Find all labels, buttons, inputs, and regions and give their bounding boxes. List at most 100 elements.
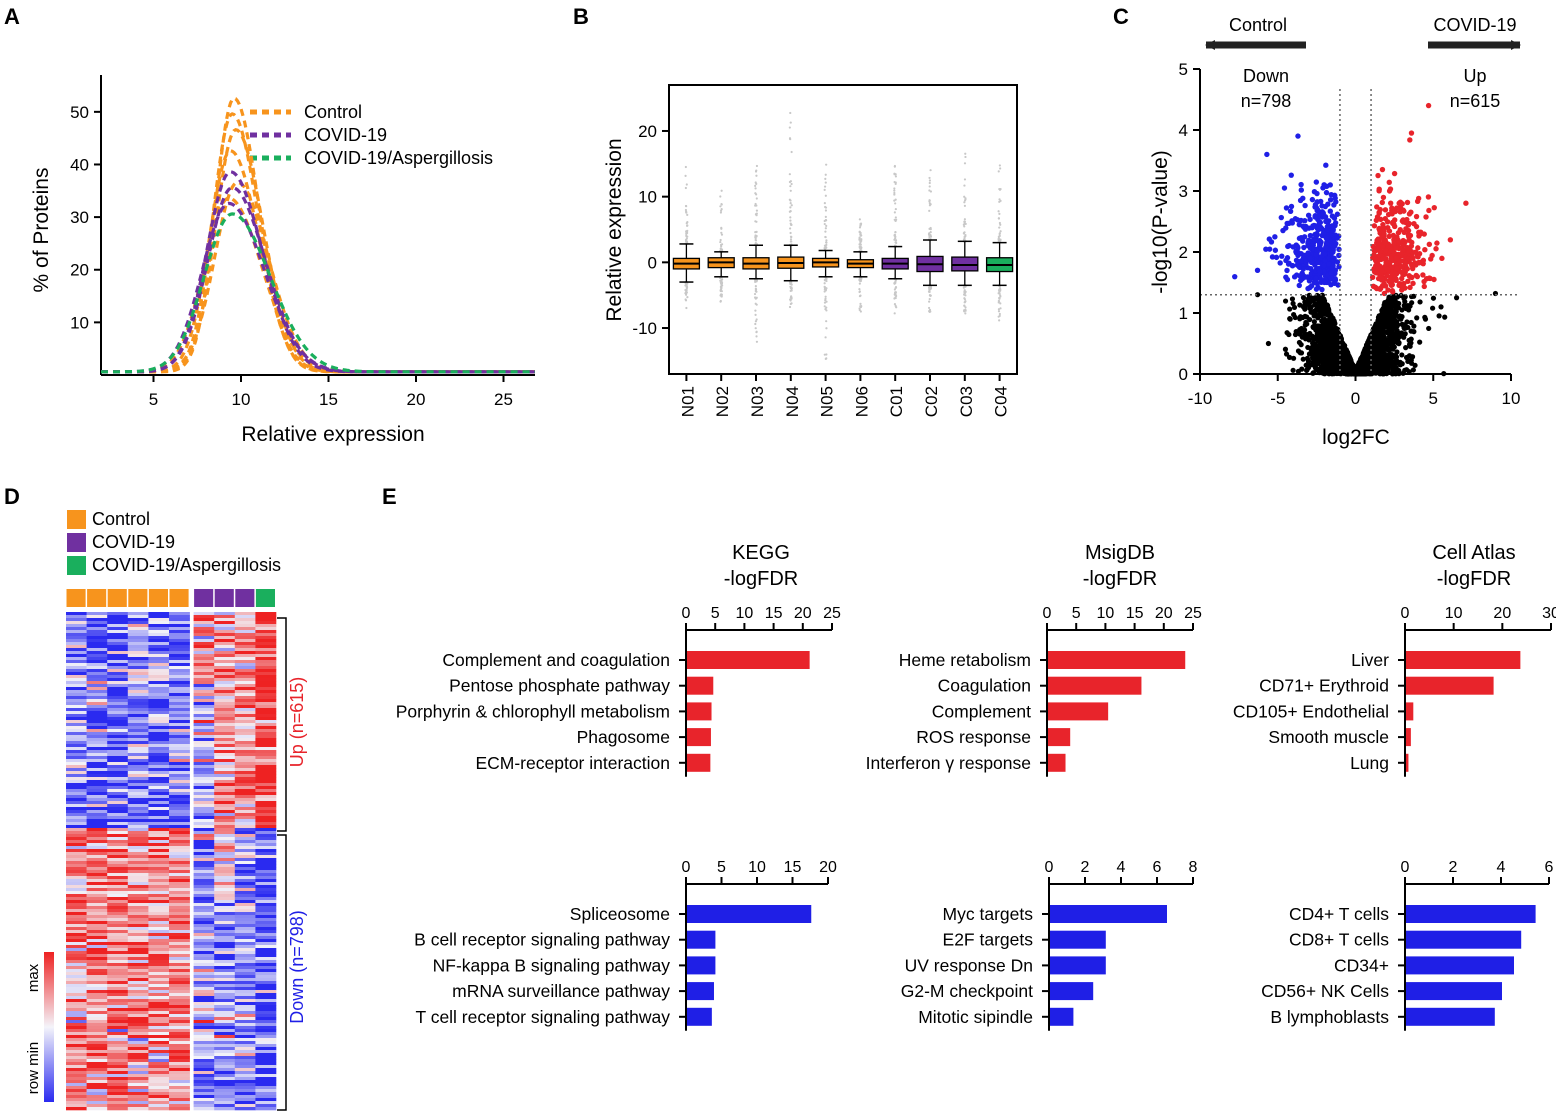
heatmap-cell	[66, 783, 87, 787]
volcano-point-ns	[1417, 339, 1423, 345]
box-outlier	[684, 165, 687, 169]
heatmap-cell	[169, 663, 190, 667]
heatmap-cell	[234, 759, 256, 763]
heatmap-cell	[255, 813, 277, 817]
heatmap-cell	[148, 699, 170, 703]
panel-a-y-tick-label: 30	[70, 208, 89, 227]
volcano-point-down	[1323, 162, 1329, 168]
volcano-point-ns	[1306, 337, 1312, 343]
heatmap-cell	[193, 750, 215, 754]
volcano-point-ns	[1329, 367, 1335, 373]
heatmap-cell	[214, 783, 236, 787]
heatmap-cell	[107, 723, 129, 727]
heatmap-cell	[127, 741, 149, 745]
volcano-point-up	[1377, 206, 1383, 213]
volcano-point-up	[1385, 259, 1392, 265]
heatmap-cell	[86, 678, 108, 682]
heatmap-cell	[234, 780, 256, 784]
volcano-point-up	[1426, 241, 1433, 247]
heatmap-cell	[193, 792, 215, 796]
box-outlier	[685, 237, 688, 240]
box-outlier	[893, 297, 896, 300]
heatmap-cell	[255, 651, 277, 655]
heatmap-cell	[86, 798, 108, 802]
box-outlier	[964, 308, 967, 311]
volcano-point-up	[1385, 243, 1391, 249]
volcano-point-down	[1334, 211, 1341, 217]
heatmap-cell	[127, 729, 149, 733]
heatmap-cell	[148, 792, 170, 796]
heatmap-column-annotation	[214, 589, 234, 607]
heatmap-cell	[66, 735, 87, 739]
heatmap-cell	[193, 723, 215, 727]
volcano-point-up	[1384, 266, 1391, 272]
box-outlier	[998, 234, 1001, 238]
heatmap-cell	[66, 795, 87, 799]
heatmap-cell	[169, 732, 190, 736]
volcano-point-up	[1378, 285, 1384, 291]
legend-label-covid: COVID-19	[92, 532, 175, 552]
box-outlier	[997, 310, 1001, 313]
volcano-point-ns	[1327, 344, 1333, 350]
volcano-point-ns	[1326, 332, 1332, 339]
box-outlier	[859, 241, 862, 244]
heatmap-cell	[169, 786, 190, 790]
box-outlier	[893, 312, 896, 315]
heatmap-cell	[234, 645, 256, 649]
heatmap-cell	[193, 795, 215, 799]
heatmap-cell	[214, 795, 236, 799]
panel-b-frame	[668, 84, 1018, 375]
panel-c-x-tick-label: 5	[1429, 389, 1438, 408]
heatmap-cell	[234, 744, 256, 748]
volcano-point-ns	[1325, 327, 1331, 333]
heatmap-cell	[214, 723, 236, 727]
heatmap-cell	[66, 618, 87, 622]
volcano-point-up	[1373, 270, 1379, 276]
box-outlier	[825, 306, 828, 309]
volcano-point-down	[1266, 236, 1273, 242]
heatmap-cell	[234, 636, 256, 640]
volcano-point-down	[1309, 241, 1316, 247]
volcano-point-ns	[1389, 339, 1395, 346]
box-outlier	[858, 236, 861, 239]
heatmap-cell	[66, 669, 87, 673]
heatmap-cell	[127, 801, 149, 805]
volcano-point-ns	[1399, 352, 1405, 358]
heatmap-cell	[86, 810, 108, 814]
volcano-point-ns	[1378, 351, 1384, 357]
heatmap-cell	[127, 810, 149, 814]
heatmap-cell	[148, 624, 170, 628]
volcano-point-ns	[1325, 363, 1331, 369]
box-outlier	[894, 175, 898, 178]
legend-swatch-control	[67, 510, 86, 529]
heatmap-cell	[255, 810, 277, 814]
heatmap-cell	[66, 663, 87, 667]
box-outlier	[789, 219, 792, 222]
volcano-point-ns	[1312, 301, 1318, 308]
heatmap-cell	[193, 642, 215, 646]
panel-b-x-tick-label: N03	[748, 386, 767, 417]
heatmap-cell	[234, 711, 256, 715]
volcano-point-ns	[1300, 295, 1307, 301]
volcano-point-up	[1387, 200, 1394, 206]
volcano-point-ns	[1337, 349, 1343, 355]
box-outlier	[685, 210, 688, 213]
volcano-point-ns	[1388, 298, 1394, 305]
heatmap-cell	[234, 708, 256, 712]
heatmap-cell	[214, 699, 236, 703]
heatmap-cell	[214, 681, 236, 685]
volcano-point-ns	[1406, 369, 1412, 375]
heatmap-cell	[66, 786, 87, 790]
heatmap-cell	[193, 708, 215, 712]
heatmap-cell	[66, 714, 87, 718]
heatmap-cell	[107, 807, 129, 811]
heatmap-cell	[107, 663, 129, 667]
box-outlier	[754, 204, 757, 207]
heatmap-cell	[66, 633, 87, 637]
heatmap-cell	[255, 753, 277, 757]
heatmap-cell	[66, 765, 87, 769]
heatmap-cell	[127, 669, 149, 673]
heatmap-cell	[169, 633, 190, 637]
box-outlier	[893, 282, 896, 285]
box-outlier	[858, 230, 861, 233]
